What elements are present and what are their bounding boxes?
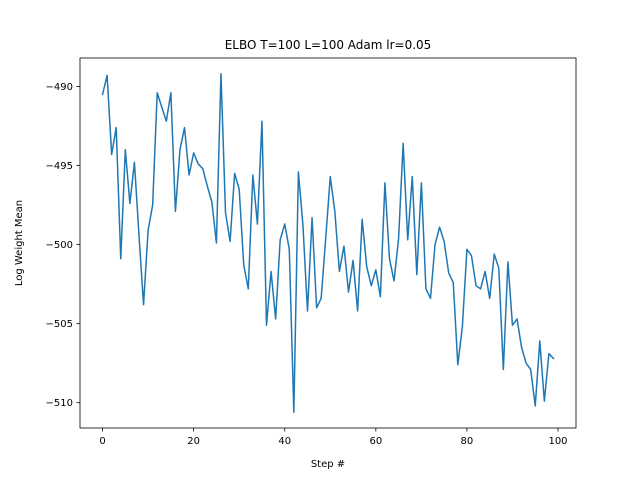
x-tick-label: 100 [548,436,567,447]
y-tick-label: −505 [46,319,73,330]
x-tick-label: 20 [187,436,200,447]
y-axis-label: Log Weight Mean [14,200,25,286]
x-tick-label: 40 [278,436,291,447]
plot-background [80,58,576,428]
y-tick-label: −495 [46,161,73,172]
y-tick-label: −490 [46,82,73,93]
chart-title: ELBO T=100 L=100 Adam lr=0.05 [225,38,432,52]
plot-frame [79,57,577,429]
y-tick-label: −500 [46,240,73,251]
y-tick-label: −510 [46,398,73,409]
series-line [101,73,555,413]
x-axis-ticks: 0 20 40 60 80 100 [99,428,568,447]
x-tick-label: 60 [369,436,382,447]
x-tick-label: 80 [461,436,474,447]
x-tick-label: 0 [99,436,105,447]
y-axis-ticks: −490 −495 −500 −505 −510 [46,82,80,409]
x-axis-label: Step # [311,459,345,470]
